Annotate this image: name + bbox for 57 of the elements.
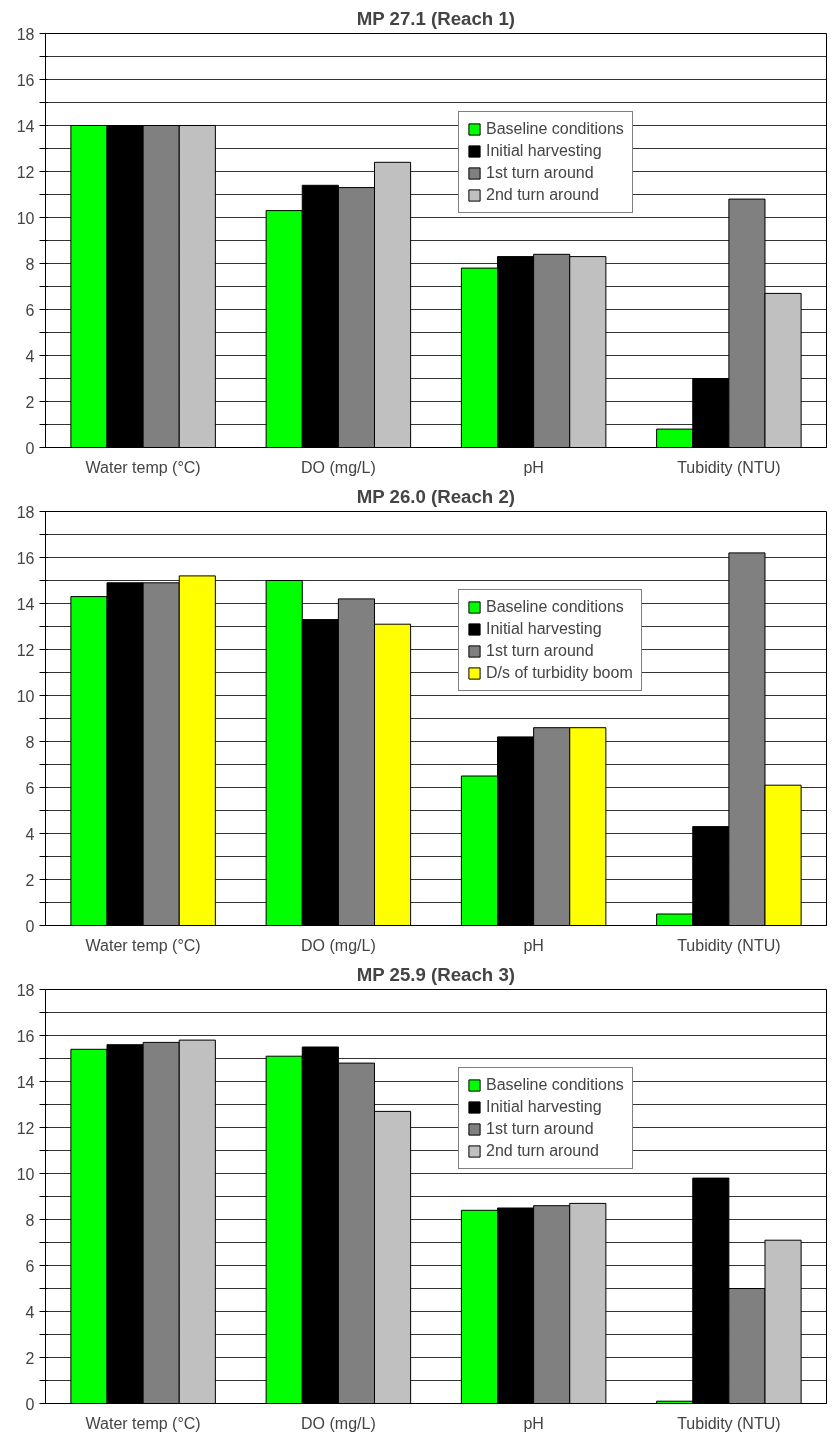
y-tick-label: 2 [25, 393, 35, 411]
legend-label: 1st turn around [486, 642, 594, 660]
chart-title: MP 25.9 (Reach 3) [356, 963, 515, 985]
y-tick-label: 8 [25, 1211, 35, 1229]
y-tick-label: 14 [16, 117, 35, 135]
y-tick-label: 10 [16, 1165, 35, 1183]
y-tick-label: 6 [25, 779, 35, 797]
y-tick-label: 0 [25, 1395, 35, 1413]
chart-title: MP 27.1 (Reach 1) [356, 7, 515, 29]
y-tick-label: 18 [16, 25, 35, 43]
legend-label: Baseline conditions [486, 1076, 624, 1094]
x-tick-label: Water temp (°C) [85, 458, 201, 476]
y-tick-label: 0 [25, 917, 35, 935]
x-tick-label: Tubidity (NTU) [677, 458, 781, 476]
y-tick-label: 16 [16, 549, 35, 567]
y-tick-label: 12 [16, 641, 35, 659]
y-tick-label: 10 [16, 687, 35, 705]
y-tick-label: 14 [16, 1073, 35, 1091]
x-tick-label: Tubidity (NTU) [677, 1414, 781, 1432]
y-tick-label: 12 [16, 1119, 35, 1137]
y-tick-label: 0 [25, 439, 35, 457]
legend-label: Initial harvesting [486, 620, 602, 638]
legend-label: Initial harvesting [486, 1098, 602, 1116]
y-tick-label: 2 [25, 1349, 35, 1367]
y-tick-label: 16 [16, 1027, 35, 1045]
y-tick-label: 14 [16, 595, 35, 613]
y-tick-label: 4 [25, 1303, 35, 1321]
x-tick-label: Water temp (°C) [85, 1414, 201, 1432]
y-tick-label: 4 [25, 825, 35, 843]
x-tick-label: pH [523, 936, 544, 954]
y-tick-label: 18 [16, 981, 35, 999]
y-tick-label: 8 [25, 255, 35, 273]
x-tick-label: DO (mg/L) [301, 1414, 376, 1432]
y-tick-label: 18 [16, 503, 35, 521]
x-tick-label: DO (mg/L) [301, 936, 376, 954]
legend-label: 2nd turn around [486, 1142, 599, 1160]
legend-label: Baseline conditions [486, 598, 624, 616]
x-tick-label: DO (mg/L) [301, 458, 376, 476]
y-tick-label: 2 [25, 871, 35, 889]
chart-title: MP 26.0 (Reach 2) [356, 485, 515, 507]
legend-label: D/s of turbidity boom [486, 664, 633, 682]
y-tick-label: 6 [25, 1257, 35, 1275]
y-tick-label: 10 [16, 209, 35, 227]
x-tick-label: Tubidity (NTU) [677, 936, 781, 954]
x-tick-label: Water temp (°C) [85, 936, 201, 954]
legend-label: 2nd turn around [486, 186, 599, 204]
legend-label: Initial harvesting [486, 142, 602, 160]
y-tick-label: 6 [25, 301, 35, 319]
y-tick-label: 12 [16, 163, 35, 181]
legend-label: Baseline conditions [486, 120, 624, 138]
legend-label: 1st turn around [486, 1120, 594, 1138]
y-tick-label: 8 [25, 733, 35, 751]
y-tick-label: 16 [16, 71, 35, 89]
x-tick-label: pH [523, 458, 544, 476]
y-tick-label: 4 [25, 347, 35, 365]
legend-label: 1st turn around [486, 164, 594, 182]
x-tick-label: pH [523, 1414, 544, 1432]
